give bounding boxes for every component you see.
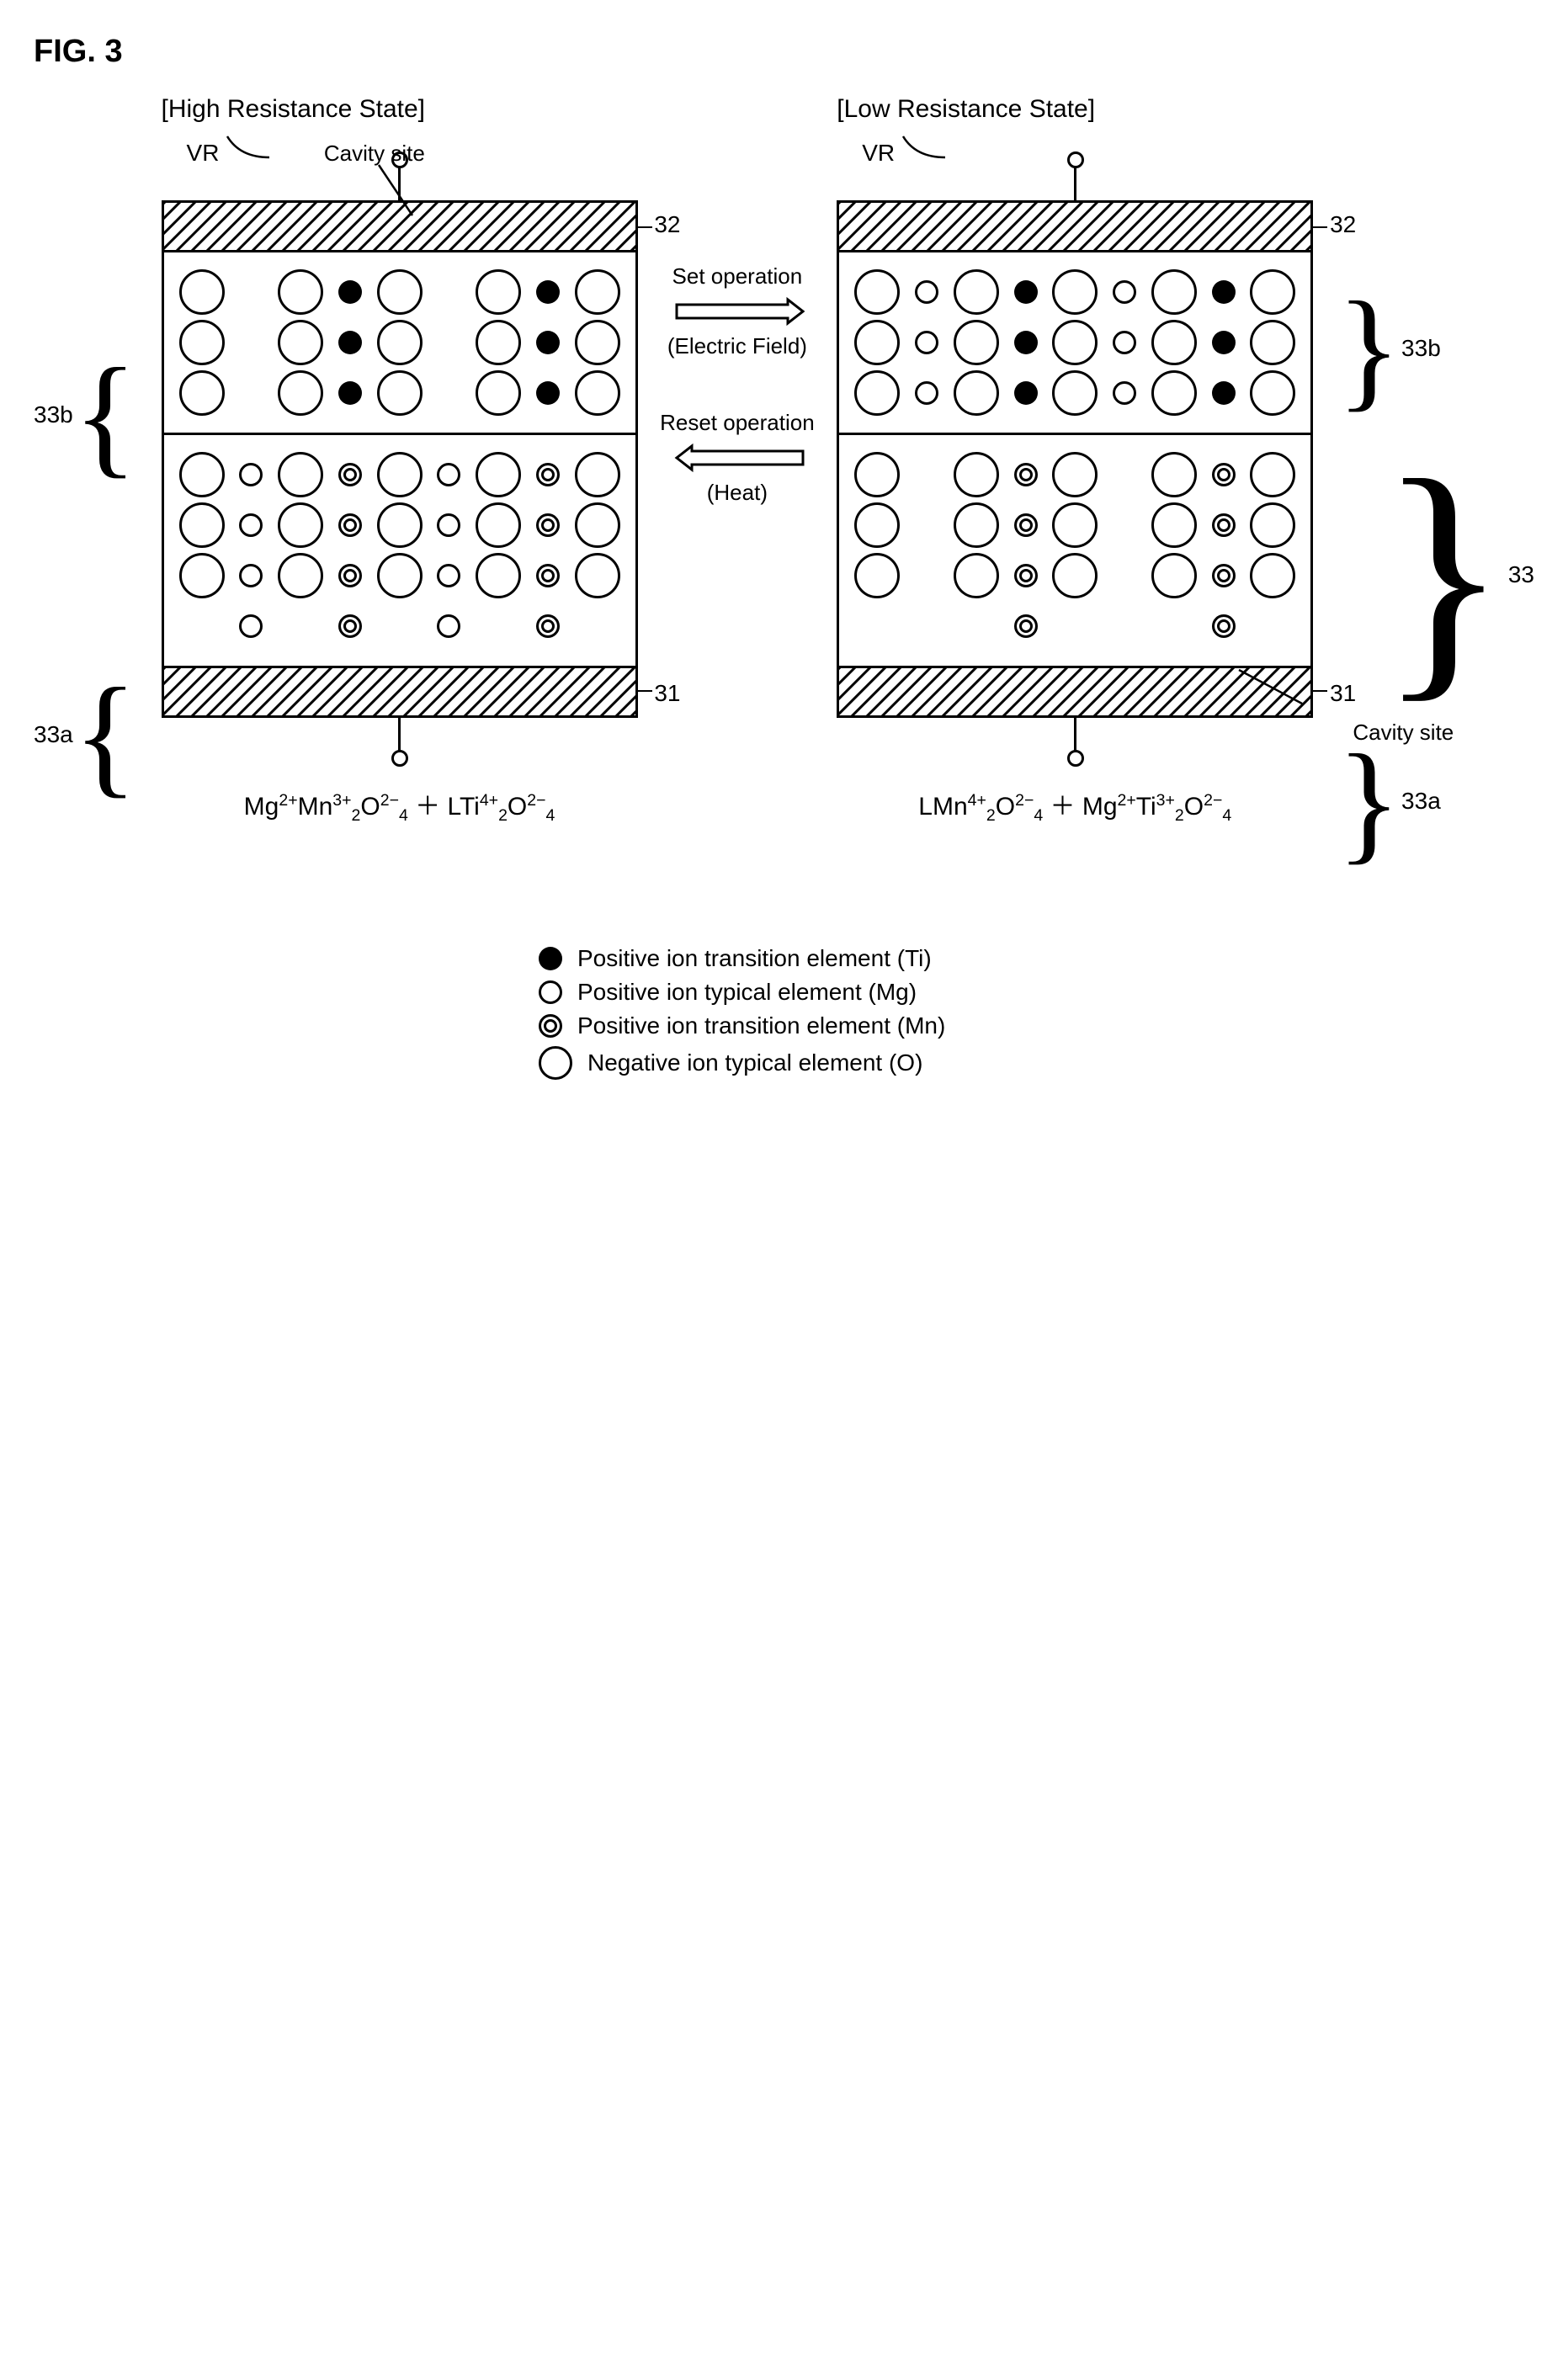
- label-33b-right: 33b: [1401, 335, 1441, 362]
- legend-mg: Positive ion typical element (Mg): [577, 979, 917, 1006]
- layer-33a-left: [164, 433, 635, 666]
- label-32-right: 32: [1330, 211, 1356, 238]
- left-title: [High Resistance State]: [162, 95, 426, 124]
- vr-label-left: VR: [187, 140, 220, 166]
- layer-33a-right: [839, 433, 1310, 666]
- legend-ti: Positive ion transition element (Ti): [577, 945, 932, 972]
- brace-icon: {: [1337, 761, 1401, 842]
- legend-row-mg: Positive ion typical element (Mg): [539, 979, 1534, 1006]
- set-label: Set operation: [667, 263, 807, 290]
- mn-swatch-icon: [539, 1014, 562, 1038]
- label-33a-right: 33a: [1401, 788, 1441, 815]
- label-31-left: 31: [654, 680, 680, 707]
- terminal-bot-right: [1074, 718, 1076, 752]
- hatch-icon: [164, 203, 635, 250]
- left-layer-labels: 33b { 33a {: [34, 255, 138, 895]
- right-panel: [Low Resistance State] VR 32: [837, 95, 1313, 826]
- operations-col: Set operation (Electric Field) Reset ope…: [655, 263, 821, 506]
- hatch-icon: [839, 203, 1310, 250]
- label-32-left: 32: [654, 211, 680, 238]
- figure-label: FIG. 3: [34, 34, 1534, 70]
- top-electrode-left: [164, 203, 635, 250]
- hatch-icon: [164, 668, 635, 715]
- arrow-right-icon: [670, 296, 805, 327]
- terminal-bot-left: [398, 718, 401, 752]
- legend-row-o: Negative ion typical element (O): [539, 1046, 1534, 1080]
- reset-label: Reset operation: [660, 410, 815, 436]
- cavity-leader-icon: [1235, 666, 1336, 716]
- legend-mn: Positive ion transition element (Mn): [577, 1012, 945, 1039]
- arrow-left-icon: [670, 443, 805, 473]
- legend-o: Negative ion typical element (O): [587, 1049, 922, 1076]
- brace-icon: {: [1337, 308, 1401, 389]
- layer-33b-right: [839, 250, 1310, 433]
- ti-swatch-icon: [539, 947, 562, 970]
- formula-right: LMn4+2O2−4 ＋ Mg2+Ti3+2O2−4: [918, 785, 1231, 826]
- vr-label-right: VR: [862, 140, 895, 166]
- brace-icon: {: [73, 694, 138, 775]
- label-33a-left: 33a: [34, 721, 73, 748]
- reset-sub: (Heat): [660, 480, 815, 506]
- legend-row-mn: Positive ion transition element (Mn): [539, 1012, 1534, 1039]
- right-layer-labels: { 33b { 33 { 33a: [1337, 255, 1534, 895]
- main-row: 33b { 33a { [High Resistance State] VR C…: [34, 95, 1534, 895]
- o-swatch-icon: [539, 1046, 572, 1080]
- layer-33b-left: [164, 250, 635, 433]
- left-panel: [High Resistance State] VR Cavity site 3…: [162, 95, 638, 826]
- formula-left: Mg2+Mn3+2O2−4 ＋ LTi4+2O2−4: [244, 785, 555, 826]
- legend: Positive ion transition element (Ti) Pos…: [539, 945, 1534, 1080]
- set-sub: (Electric Field): [667, 333, 807, 359]
- legend-row-ti: Positive ion transition element (Ti): [539, 945, 1534, 972]
- label-33-right: 33: [1508, 561, 1534, 588]
- bottom-electrode-left: [164, 666, 635, 715]
- brace-icon: {: [1379, 494, 1508, 656]
- terminal-top-right: [1074, 167, 1076, 200]
- lead-line-icon: [1310, 226, 1327, 228]
- right-title: [Low Resistance State]: [837, 95, 1095, 124]
- device-left: 32: [162, 200, 638, 718]
- lead-line-icon: [635, 226, 652, 228]
- set-operation: Set operation (Electric Field): [667, 263, 807, 359]
- mg-swatch-icon: [539, 980, 562, 1004]
- device-right: 32: [837, 200, 1313, 718]
- label-33b-left: 33b: [34, 401, 73, 428]
- reset-operation: Reset operation (Heat): [660, 410, 815, 506]
- brace-icon: {: [73, 375, 138, 455]
- lead-line-icon: [635, 690, 652, 692]
- vr-leader-icon: [899, 132, 949, 161]
- top-electrode-right: [839, 203, 1310, 250]
- vr-leader-icon: [223, 132, 274, 161]
- terminal-top-left: [398, 167, 401, 200]
